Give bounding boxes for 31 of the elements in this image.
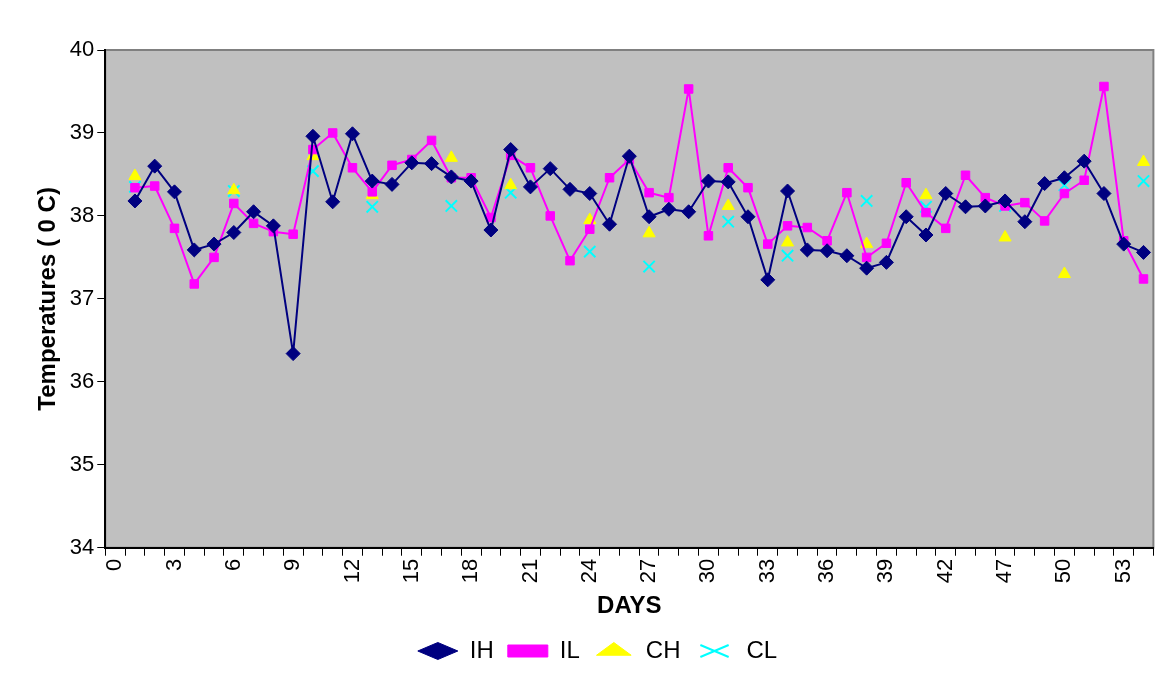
x-tick-label: 33 xyxy=(753,558,779,584)
y-tick-label: 36 xyxy=(69,367,95,393)
y-tick-label: 39 xyxy=(69,119,95,145)
x-tick-label: 42 xyxy=(931,558,957,584)
x-tick-label: 30 xyxy=(694,558,720,584)
y-tick-label: 40 xyxy=(69,36,95,62)
x-tick-label: 50 xyxy=(1050,558,1076,584)
x-tick-label: 6 xyxy=(219,558,245,571)
x-axis-title: DAYS xyxy=(597,591,662,619)
legend-label: CL xyxy=(746,635,778,663)
x-tick-label: 21 xyxy=(516,558,542,584)
y-axis-title: Temperatures ( 0 C) xyxy=(33,187,61,411)
x-tick-label: 0 xyxy=(101,558,127,571)
x-tick-label: 15 xyxy=(397,558,423,584)
y-tick-label: 37 xyxy=(69,284,95,310)
x-tick-label: 47 xyxy=(991,558,1017,584)
x-tick-label: 39 xyxy=(872,558,898,584)
y-tick-label: 35 xyxy=(69,450,95,476)
y-tick-label: 34 xyxy=(69,533,95,559)
x-tick-label: 53 xyxy=(1109,558,1135,584)
y-tick-label: 38 xyxy=(69,201,95,227)
x-tick-label: 24 xyxy=(575,558,601,584)
x-tick-label: 27 xyxy=(635,558,661,584)
x-tick-label: 12 xyxy=(338,558,364,584)
x-tick-label: 3 xyxy=(160,558,186,571)
x-tick-label: 18 xyxy=(457,558,483,584)
legend-label: CH xyxy=(645,635,681,663)
legend-label: IL xyxy=(559,635,580,663)
x-tick-label: 9 xyxy=(279,558,305,571)
x-tick-label: 36 xyxy=(813,558,839,584)
legend-label: IH xyxy=(469,635,494,663)
